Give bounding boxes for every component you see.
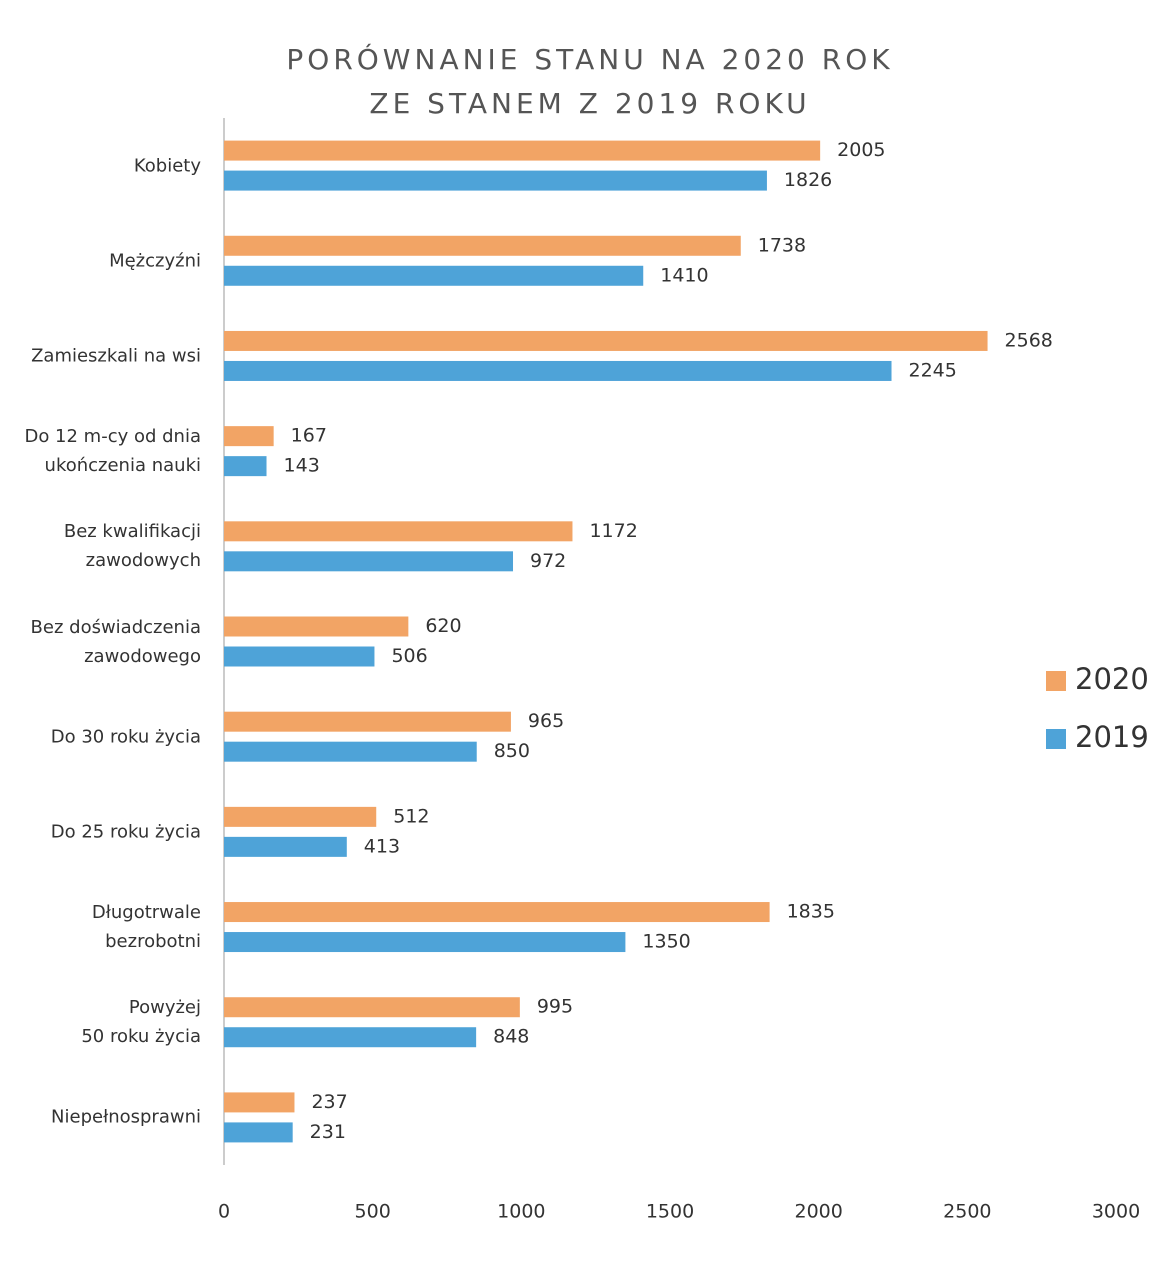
bar — [224, 1027, 477, 1048]
bar — [224, 140, 821, 161]
value-label: 848 — [493, 1026, 529, 1048]
category-label: Bez kwalifikacji zawodowych — [63, 521, 201, 572]
bar — [224, 616, 409, 637]
legend-text: 2019 — [1075, 720, 1149, 754]
value-label: 620 — [425, 615, 461, 637]
bar — [224, 426, 274, 447]
value-label: 965 — [528, 710, 564, 732]
bar — [224, 932, 626, 953]
bar — [224, 360, 892, 381]
x-tick-label: 2500 — [943, 1201, 991, 1223]
bar — [224, 265, 644, 286]
value-label: 995 — [537, 996, 573, 1018]
legend-swatch — [1046, 671, 1066, 691]
bar — [224, 551, 514, 572]
value-label: 143 — [284, 455, 320, 477]
legend-text: 2020 — [1075, 662, 1149, 696]
bar — [224, 997, 520, 1018]
category-label: Powyżej 50 roku życia — [81, 997, 201, 1048]
category-label: Kobiety — [133, 155, 201, 177]
value-label: 506 — [391, 645, 427, 667]
x-tick-label: 2000 — [794, 1201, 842, 1223]
value-label: 1738 — [758, 234, 806, 256]
value-label: 512 — [393, 805, 429, 827]
category-label: Długotrwale bezrobotni — [91, 902, 201, 953]
value-label: 1350 — [642, 931, 690, 953]
bar — [224, 456, 267, 477]
value-label: 1835 — [787, 901, 835, 923]
bar — [224, 646, 375, 667]
bar — [224, 836, 347, 857]
bar — [224, 1122, 293, 1143]
bar — [224, 1092, 295, 1113]
x-tick-label: 500 — [355, 1201, 391, 1223]
x-tick-label: 1500 — [646, 1201, 694, 1223]
category-label: Mężczyźni — [109, 250, 201, 272]
x-tick-label: 3000 — [1092, 1201, 1140, 1223]
bar — [224, 330, 988, 351]
category-label: Do 25 roku życia — [50, 821, 201, 843]
value-label: 2245 — [909, 359, 957, 381]
value-label: 1410 — [660, 264, 708, 286]
x-tick-label: 0 — [218, 1201, 230, 1223]
value-label: 231 — [310, 1121, 346, 1143]
value-label: 2005 — [837, 139, 885, 161]
category-label: Bez doświadczenia zawodowego — [30, 616, 201, 667]
value-label: 1826 — [784, 169, 832, 191]
value-label: 167 — [291, 425, 327, 447]
value-label: 1172 — [589, 520, 637, 542]
bar — [224, 235, 741, 256]
bar — [224, 902, 770, 923]
category-label: Zamieszkali na wsi — [31, 345, 201, 367]
bar — [224, 711, 511, 732]
value-label: 972 — [530, 550, 566, 572]
value-label: 850 — [494, 740, 530, 762]
bar — [224, 170, 767, 191]
category-label: Niepełnosprawni — [51, 1106, 201, 1128]
value-label: 237 — [311, 1091, 347, 1113]
bar — [224, 806, 377, 827]
legend-swatch — [1046, 729, 1066, 749]
bar — [224, 741, 477, 762]
chart-title: PORÓWNANIE STANU NA 2020 ROK ZE STANEM Z… — [286, 43, 894, 120]
value-label: 2568 — [1005, 329, 1053, 351]
value-label: 413 — [364, 835, 400, 857]
bar — [224, 521, 573, 542]
category-label: Do 30 roku życia — [50, 726, 201, 748]
x-tick-label: 1000 — [497, 1201, 545, 1223]
category-label: Do 12 m-cy od dnia ukończenia nauki — [24, 426, 201, 477]
